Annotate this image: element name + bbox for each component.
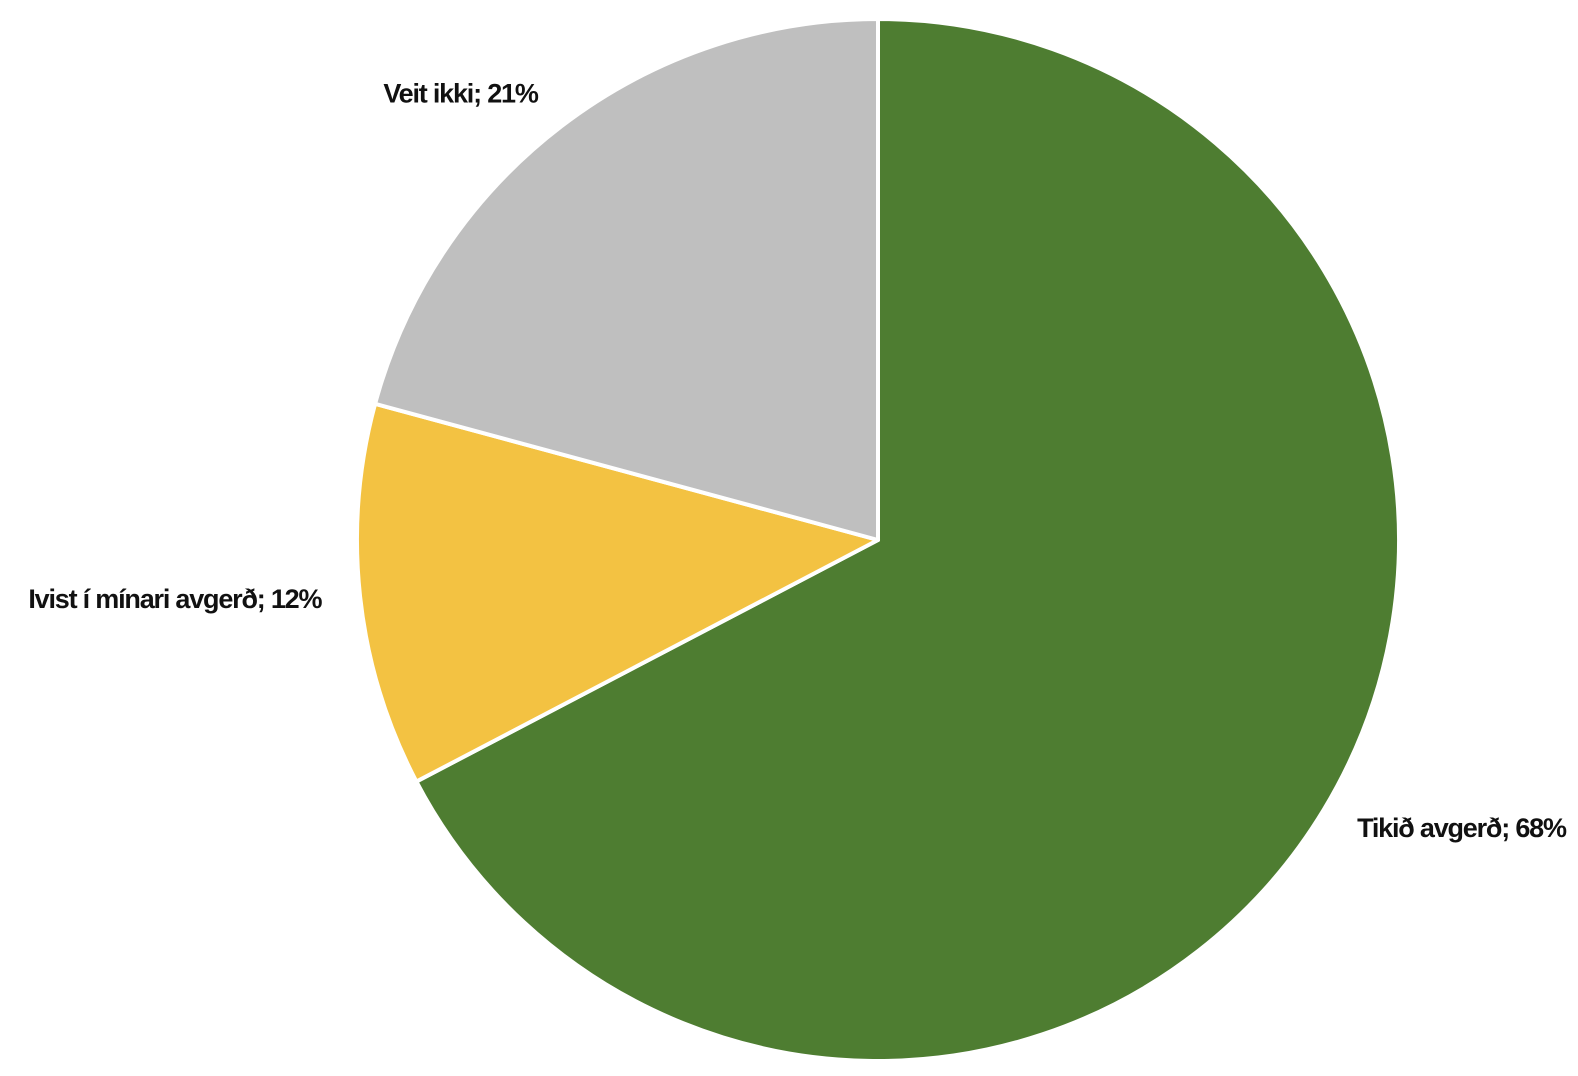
label-separator: ; bbox=[257, 584, 271, 614]
pie-slice bbox=[355, 401, 880, 784]
slice-category: Ivist í mínari avgerð bbox=[28, 584, 257, 614]
slice-value-label: 68% bbox=[1515, 813, 1567, 843]
label-separator: ; bbox=[1501, 813, 1515, 843]
slice-label: Ivist í mínari avgerð; 12% bbox=[28, 584, 322, 614]
slice-category: Tikið avgerð bbox=[1357, 813, 1502, 843]
slice-value-label: 12% bbox=[271, 584, 323, 614]
pie-slice bbox=[414, 17, 1401, 1063]
slice-label: Veit ikki; 21% bbox=[383, 78, 538, 108]
slice-label: Tikið avgerð; 68% bbox=[1357, 813, 1567, 843]
slice-category: Veit ikki bbox=[383, 78, 473, 108]
slice-value-label: 21% bbox=[487, 78, 539, 108]
pie-slice bbox=[373, 17, 880, 542]
label-separator: ; bbox=[473, 78, 487, 108]
